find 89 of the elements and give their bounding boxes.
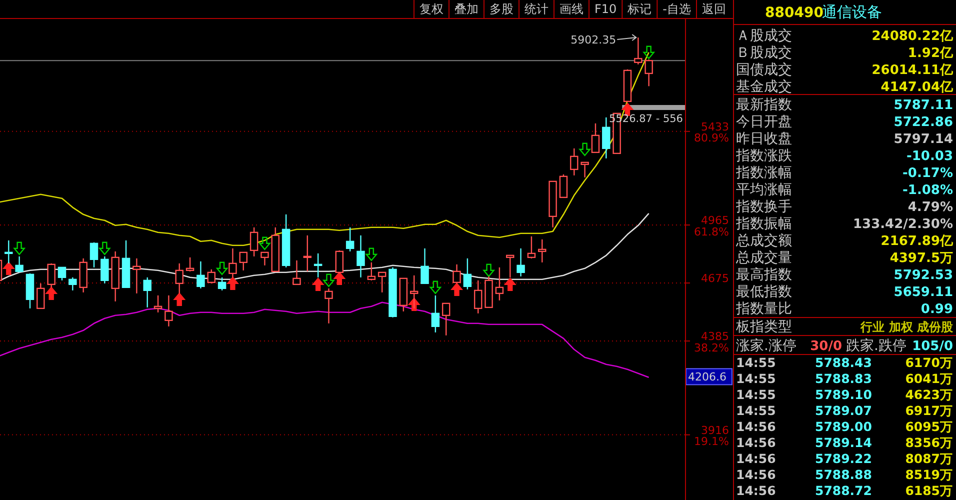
text: -10.03 <box>906 149 953 164</box>
y-tick-label: 4965 <box>701 214 729 227</box>
text: 指数换手 <box>735 199 792 215</box>
text: 最高指数 <box>736 267 792 283</box>
text: -0.17% <box>902 166 953 181</box>
text: 6041万 <box>905 371 953 386</box>
text: 14:56 <box>736 419 776 434</box>
text: 5789.10 <box>815 387 872 402</box>
text: 基金成交 <box>736 79 792 95</box>
y-tick-label: 3916 <box>701 424 729 437</box>
text: 6185万 <box>905 483 953 498</box>
y2-tick-label: 38.2% <box>694 341 729 354</box>
text: 14:55 <box>736 387 776 402</box>
text: 指数量比 <box>735 301 792 317</box>
text: 8087万 <box>905 451 953 466</box>
text: 5789.22 <box>815 451 872 466</box>
text: 多股 <box>489 2 514 16</box>
text: 14:56 <box>736 483 776 498</box>
text: Ｂ股成交 <box>736 45 792 61</box>
text: 跌家.跌停 <box>846 338 906 354</box>
text: 1.92亿 <box>908 46 954 61</box>
text: 涨家.涨停 <box>736 338 796 354</box>
text: 14:56 <box>736 435 776 450</box>
text: 8519万 <box>905 467 953 482</box>
text: 5788.83 <box>815 371 872 386</box>
text: 0.99 <box>920 302 953 317</box>
text: 总成交量 <box>735 250 792 266</box>
text: 画线 <box>559 2 584 16</box>
text: 5792.53 <box>894 268 953 283</box>
text: Ａ股成交 <box>736 28 792 44</box>
text: 5788.88 <box>815 467 872 482</box>
text: 26014.11亿 <box>872 63 954 78</box>
text: 昨日收盘 <box>736 131 792 147</box>
y2-tick-label: 19.1% <box>694 435 729 448</box>
text: -1.08% <box>902 183 953 198</box>
text: 5789.14 <box>815 435 872 450</box>
text: 4206.6 <box>688 370 726 384</box>
text: 14:55 <box>736 371 776 386</box>
text: 30/0 <box>810 339 842 354</box>
text: 2167.89亿 <box>880 234 954 249</box>
text: 24080.22亿 <box>872 29 954 44</box>
text: 统计 <box>524 2 548 16</box>
y-tick-label: 4675 <box>701 272 729 285</box>
text: 6095万 <box>905 419 953 434</box>
text: 叠加 <box>454 2 478 16</box>
text: 返回 <box>702 2 726 16</box>
text: 4623万 <box>905 387 953 402</box>
y-tick-label: 4385 <box>701 330 729 343</box>
text: 最低指数 <box>736 284 792 300</box>
text: 14:56 <box>736 451 776 466</box>
text: -自选 <box>662 2 691 16</box>
text: 指数振幅 <box>735 216 792 232</box>
text: 总成交额 <box>735 233 792 249</box>
text: 14:56 <box>736 467 776 482</box>
text: 今日开盘 <box>736 114 792 130</box>
text: 5789.00 <box>815 419 872 434</box>
text: 4.79% <box>908 200 953 215</box>
text: 133.42/2.30% <box>852 217 953 232</box>
text: 指数涨幅 <box>735 165 792 181</box>
text: 5787.11 <box>894 98 953 113</box>
text: 5797.14 <box>894 132 953 147</box>
text: 5659.11 <box>894 285 953 300</box>
text: 5788.72 <box>815 483 872 498</box>
text: 6170万 <box>905 355 953 370</box>
text: 板指类型 <box>735 319 792 335</box>
text: 5788.43 <box>815 355 872 370</box>
y2-tick-label: 80.9% <box>694 132 729 145</box>
text: 标记 <box>626 2 652 16</box>
text: 复权 <box>419 2 444 16</box>
text: 105/0 <box>912 339 953 354</box>
annotation: 5902.35 <box>570 34 616 47</box>
text: 国债成交 <box>736 62 792 78</box>
text: F10 <box>594 2 617 16</box>
text: 6917万 <box>905 403 953 418</box>
text: 4147.04亿 <box>880 80 954 95</box>
text: 指数涨跌 <box>735 148 792 164</box>
text: 4397.5万 <box>890 251 953 266</box>
text: 5789.07 <box>815 403 872 418</box>
text: 平均涨幅 <box>736 182 792 198</box>
text: 14:55 <box>736 403 776 418</box>
y2-tick-label: 61.8% <box>694 225 729 238</box>
text: 5722.86 <box>894 115 953 130</box>
text: 14:55 <box>736 355 776 370</box>
text: 最新指数 <box>736 97 792 113</box>
y-tick-label: 5433 <box>701 120 729 134</box>
text: 8356万 <box>905 435 953 450</box>
text: 880490 <box>765 5 824 21</box>
text: 通信设备 <box>822 3 882 21</box>
text: 行业 加权 成份股 <box>860 320 954 334</box>
